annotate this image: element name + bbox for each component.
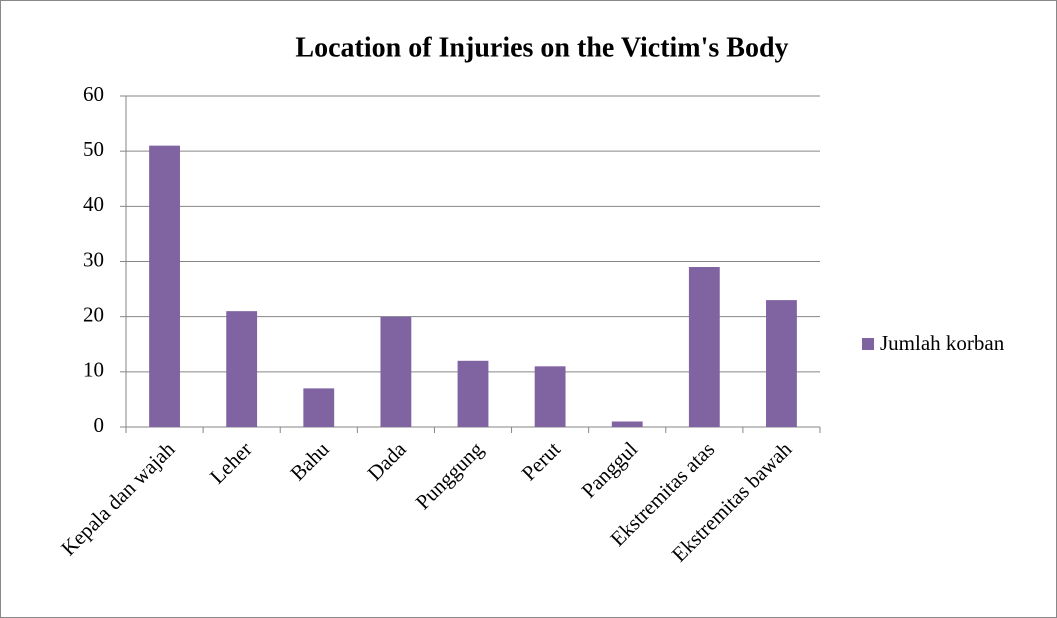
y-tick-label: 0 [94, 413, 105, 437]
bar [303, 388, 335, 427]
chart-title: Location of Injuries on the Victim's Bod… [295, 32, 788, 63]
bar [380, 316, 412, 427]
bar [766, 300, 797, 427]
bar [457, 360, 489, 427]
bar [534, 366, 566, 427]
legend-swatch [862, 338, 874, 350]
bar [611, 421, 643, 427]
bar [688, 267, 720, 427]
y-tick-label: 20 [83, 302, 104, 326]
bar [149, 145, 180, 427]
y-tick-label: 30 [83, 247, 104, 271]
y-tick-label: 40 [83, 192, 104, 216]
y-tick-label: 60 [83, 82, 104, 106]
y-tick-label: 50 [83, 137, 104, 161]
legend-label: Jumlah korban [880, 331, 1005, 355]
y-tick-label: 10 [83, 358, 104, 382]
bar [226, 311, 258, 427]
